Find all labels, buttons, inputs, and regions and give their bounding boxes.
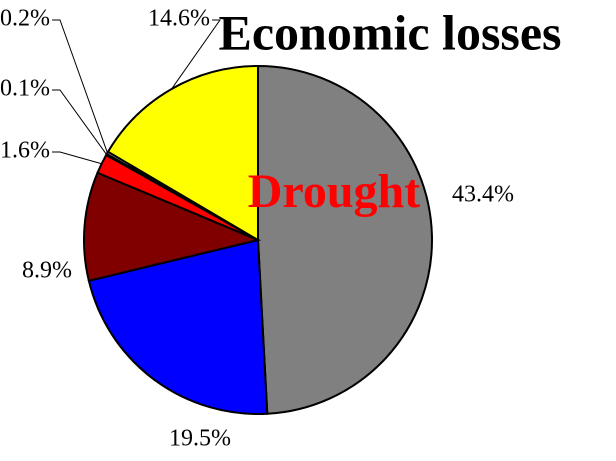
pie-slice (83, 171, 262, 282)
slice-label: 0.1% (0, 76, 50, 102)
leader-line (52, 89, 107, 155)
slice-label: 43.4% (452, 182, 514, 208)
chart-title: Economic losses (218, 4, 561, 60)
slice-label: 19.5% (169, 426, 231, 452)
slice-label: 0.2% (0, 6, 50, 32)
labels: 43.4% 19.5% 8.9% 1.6% 0.1% 0.2% 14.6% (0, 6, 514, 452)
pie (83, 64, 433, 415)
pie-slice (106, 64, 259, 242)
annotation: Drought (248, 165, 420, 218)
slice-label: 14.6% (148, 6, 210, 32)
leader-line (52, 151, 102, 165)
slice-label: 8.9% (22, 258, 72, 284)
leader-line (52, 19, 108, 153)
slice-label: 1.6% (0, 138, 50, 164)
leader-line (171, 19, 221, 90)
pie-slice (87, 238, 269, 415)
pie-slice (257, 64, 433, 415)
